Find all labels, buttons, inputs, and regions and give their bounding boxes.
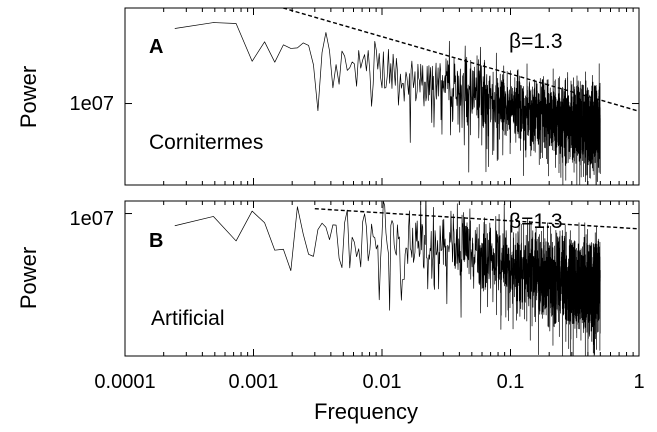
panel-b-letter: B xyxy=(149,230,163,252)
x-tick-label: 1 xyxy=(633,371,644,393)
panel-b-ytick-label: 1e07 xyxy=(70,208,115,230)
panel-b-plot xyxy=(174,201,639,356)
panel-b-fit-line xyxy=(314,207,639,230)
panel-b-name: Artificial xyxy=(151,307,225,330)
panel-b-spectrum-line xyxy=(174,201,601,356)
panel-a-ylabel: Power xyxy=(16,66,41,128)
panel-a-letter: A xyxy=(149,36,163,58)
x-axis-label: Frequency xyxy=(314,399,418,424)
panel-b: Power 1e07 B Artificial β=1.3 xyxy=(16,200,640,357)
panel-a-beta-label: β=1.3 xyxy=(509,30,563,53)
x-tick-labels: 0.0001 0.001 0.01 0.1 1 xyxy=(94,371,644,393)
panel-a-spectrum-line xyxy=(174,22,601,185)
x-tick-label: 0.0001 xyxy=(94,371,155,393)
panel-b-beta-label: β=1.3 xyxy=(509,210,563,233)
panel-a-name: Cornitermes xyxy=(149,131,263,154)
x-tick-label: 0.01 xyxy=(363,371,402,393)
panel-a: Power 1e07 A Cornitermes β=1.3 xyxy=(16,7,640,186)
panel-b-ylabel: Power xyxy=(16,247,41,309)
panel-b-ticks xyxy=(124,201,640,356)
panel-a-ytick-label: 1e07 xyxy=(70,93,115,115)
x-tick-label: 0.001 xyxy=(228,371,278,393)
x-tick-label: 0.1 xyxy=(497,371,525,393)
panel-a-fit-line xyxy=(282,8,639,112)
panel-a-plot xyxy=(174,8,639,185)
